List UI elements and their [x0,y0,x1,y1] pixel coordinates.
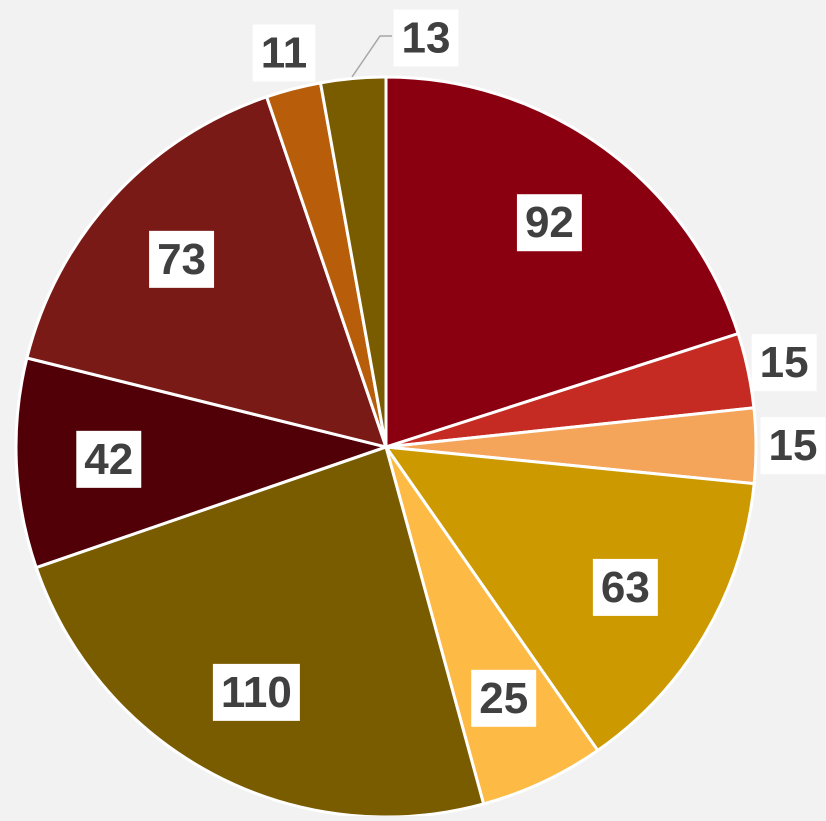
data-label: 110 [221,668,292,717]
data-label-box [149,230,215,288]
data-label-group: 15 [751,334,817,392]
data-label: 15 [769,421,818,470]
pie-slice [318,75,388,448]
data-label-group: 42 [76,430,142,488]
data-label-group: 110 [212,663,300,721]
data-label-box [393,9,459,67]
data-label-box [252,24,316,82]
data-label-group: 63 [592,558,658,616]
data-label-box [471,669,537,727]
data-label: 92 [525,198,574,247]
data-label: 15 [760,338,809,387]
data-label-group: 25 [471,669,537,727]
data-label-box [516,194,582,252]
data-label-box [592,558,658,616]
data-label: 73 [157,235,206,284]
data-label: 42 [84,435,133,484]
data-label-group: 11 [252,24,316,82]
data-label-box [212,663,300,721]
data-label: 63 [601,563,650,612]
data-label-box [751,334,817,392]
leader-line [351,35,392,78]
data-label-box [760,417,826,475]
pie-slice [382,445,756,753]
data-label: 13 [402,14,451,63]
pie-slice [384,75,741,450]
data-label-box [76,430,142,488]
data-label: 25 [479,674,528,723]
data-label-group: 73 [149,230,215,288]
pie-slice [14,356,392,570]
data-label-group: 15 [760,417,826,475]
data-label-group: 92 [516,194,582,252]
data-label-group: 13 [393,9,459,67]
data-label: 11 [261,28,308,77]
